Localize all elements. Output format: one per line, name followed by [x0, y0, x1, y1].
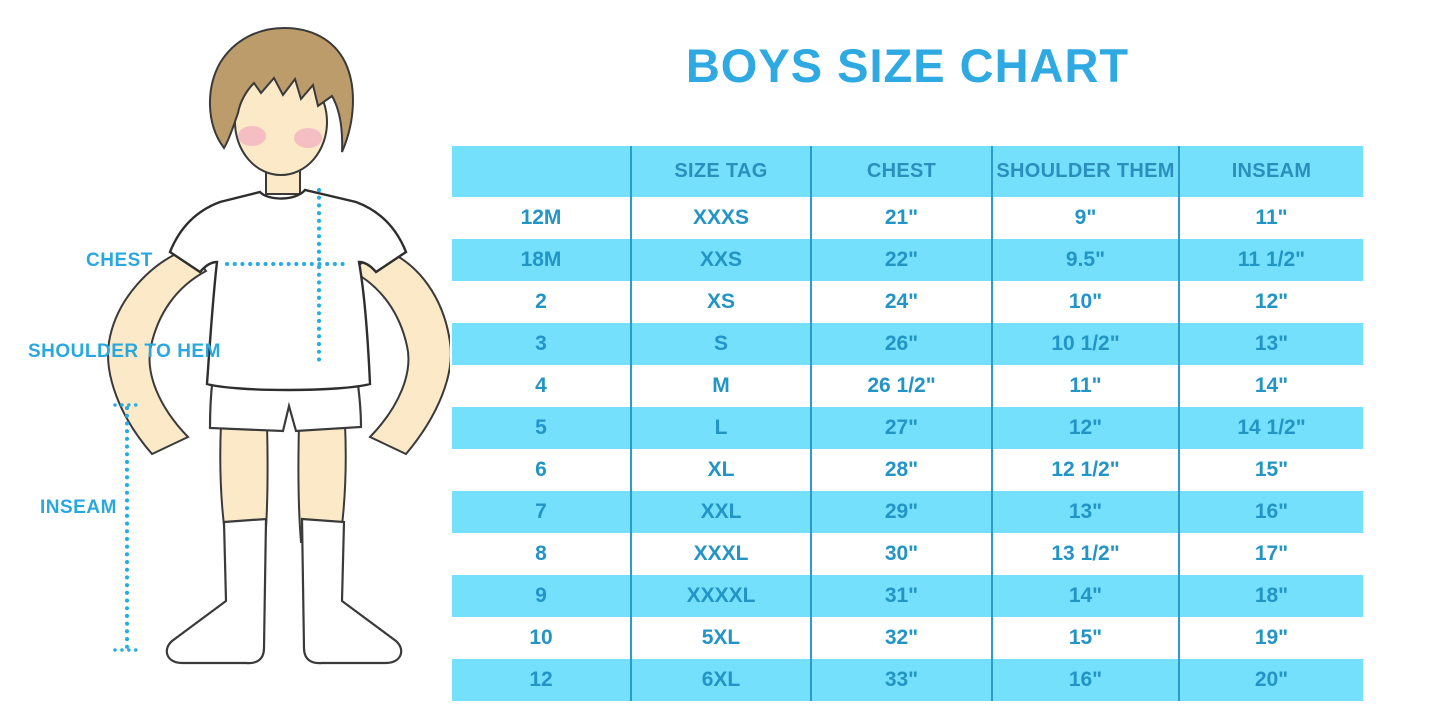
table-cell: 13 1/2"	[993, 533, 1180, 575]
table-cell: 16"	[993, 659, 1180, 701]
table-cell: 12 1/2"	[993, 449, 1180, 491]
table-cell: 11 1/2"	[1237, 248, 1306, 271]
table-cell: XL	[632, 449, 812, 491]
table-cell: 10"	[993, 281, 1180, 323]
table-cell: 31"	[812, 575, 993, 617]
table-cell: XXXS	[632, 197, 812, 239]
table-cell: XXXXL	[632, 575, 812, 617]
table-cell: 14 1/2"	[1237, 416, 1306, 439]
page-title: BOYS SIZE CHART	[685, 39, 1130, 92]
table-cell: 8	[452, 533, 632, 575]
table-cell: 13"	[1254, 332, 1289, 355]
table-cell: 20"	[1254, 668, 1289, 691]
table-row: 3 S 26" 10 1/2" 13"	[452, 323, 1363, 365]
table-cell: 15"	[1254, 458, 1289, 481]
table-cell: M	[632, 365, 812, 407]
table-cell: 19"	[1254, 626, 1289, 649]
table-cell: 9"	[993, 197, 1180, 239]
chest-label: CHEST	[86, 250, 153, 271]
boy-blush-right	[294, 128, 322, 148]
table-cell: XXXL	[632, 533, 812, 575]
table-cell: 3	[452, 323, 632, 365]
header-cell-inseam: INSEAM	[1231, 160, 1312, 182]
boy-figure-illustration	[107, 26, 452, 665]
table-cell: L	[632, 407, 812, 449]
table-row: 7 XXL 29" 13" 16"	[452, 491, 1363, 533]
table-row: 8 XXXL 30" 13 1/2" 17"	[452, 533, 1363, 575]
table-cell: 9.5"	[993, 239, 1180, 281]
header-cell-shoulder-hem: SHOULDER THEM	[993, 146, 1180, 197]
table-cell: 32"	[812, 617, 993, 659]
table-cell: 26 1/2"	[812, 365, 993, 407]
table-cell: 6	[452, 449, 632, 491]
header-cell-size	[452, 146, 632, 197]
table-cell: 22"	[812, 239, 993, 281]
table-row: 2 XS 24" 10" 12"	[452, 281, 1363, 323]
table-cell: 5	[452, 407, 632, 449]
boy-socks	[165, 517, 403, 665]
table-cell: 26"	[812, 323, 993, 365]
table-cell: XS	[632, 281, 812, 323]
header-cell-size-tag: SIZE TAG	[632, 146, 812, 197]
table-row: 12M XXXS 21" 9" 11"	[452, 197, 1363, 239]
table-cell: 14"	[993, 575, 1180, 617]
table-cell: 28"	[812, 449, 993, 491]
table-cell: 33"	[812, 659, 993, 701]
table-cell: 27"	[812, 407, 993, 449]
table-cell: 17"	[1254, 542, 1289, 565]
table-cell: 16"	[1254, 500, 1289, 523]
measurement-figure: CHEST SHOULDER TO HEM INSEAM	[0, 0, 452, 723]
table-row: 4 M 26 1/2" 11" 14"	[452, 365, 1363, 407]
table-cell: 12M	[452, 197, 632, 239]
boy-arms	[107, 246, 452, 456]
table-cell: 15"	[993, 617, 1180, 659]
table-cell: 18M	[452, 239, 632, 281]
table-row: 9 XXXXL 31" 14" 18"	[452, 575, 1363, 617]
table-row: 12 6XL 33" 16" 20"	[452, 659, 1363, 701]
table-cell: 13"	[993, 491, 1180, 533]
measurement-guides	[113, 188, 346, 652]
size-table-header-row: SIZE TAG CHEST SHOULDER THEM INSEAM	[452, 146, 1363, 197]
boy-tshirt	[168, 188, 408, 392]
table-cell: 29"	[812, 491, 993, 533]
table-cell: 12	[452, 659, 632, 701]
boy-hair	[209, 26, 354, 153]
table-cell: 14"	[1254, 374, 1289, 397]
table-cell: 6XL	[632, 659, 812, 701]
table-cell: XXS	[632, 239, 812, 281]
size-table: SIZE TAG CHEST SHOULDER THEM INSEAM 12M X…	[452, 146, 1363, 701]
table-cell: XXL	[632, 491, 812, 533]
table-cell: 12"	[1254, 290, 1289, 313]
table-cell: 9	[452, 575, 632, 617]
table-row: 18M XXS 22" 9.5" 11 1/2"	[452, 239, 1363, 281]
table-row: 10 5XL 32" 15" 19"	[452, 617, 1363, 659]
table-cell: 12"	[993, 407, 1180, 449]
table-cell: 4	[452, 365, 632, 407]
table-cell: 5XL	[632, 617, 812, 659]
table-cell: 24"	[812, 281, 993, 323]
table-cell: 11"	[993, 365, 1180, 407]
table-cell: S	[632, 323, 812, 365]
table-cell: 30"	[812, 533, 993, 575]
table-cell: 7	[452, 491, 632, 533]
table-cell: 21"	[812, 197, 993, 239]
table-cell: 10	[452, 617, 632, 659]
header-cell-chest: CHEST	[812, 146, 993, 197]
boy-head	[209, 26, 354, 176]
table-cell: 11"	[1255, 206, 1288, 229]
table-cell: 10 1/2"	[993, 323, 1180, 365]
table-cell: 2	[452, 281, 632, 323]
table-row: 5 L 27" 12" 14 1/2"	[452, 407, 1363, 449]
boy-blush-left	[238, 126, 266, 146]
inseam-label: INSEAM	[40, 497, 117, 518]
table-cell: 18"	[1254, 584, 1289, 607]
table-row: 6 XL 28" 12 1/2" 15"	[452, 449, 1363, 491]
size-table-body: 12M XXXS 21" 9" 11" 18M XXS 22" 9.5" 11 1/2" 2 XS 24…	[452, 197, 1363, 701]
shoulder-to-hem-label: SHOULDER TO HEM	[28, 341, 221, 362]
